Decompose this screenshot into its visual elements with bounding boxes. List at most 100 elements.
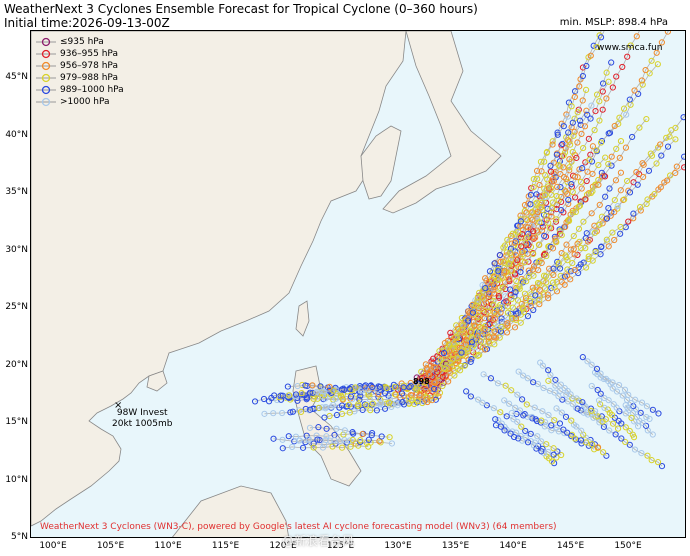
track-point [469,309,476,316]
track-point [597,251,604,258]
track-point [367,407,374,414]
track-point [315,404,322,411]
lon-label: 120°E [269,541,297,551]
track-point [279,392,286,399]
track-point [598,243,605,251]
taiwan [295,300,310,337]
watermark: @新浪看台风 [282,534,355,548]
track-point [664,143,672,150]
track-point [508,387,515,394]
track-point [548,422,555,429]
track-point [681,153,685,160]
track-point [609,379,616,386]
track-point [286,392,293,399]
track-point [530,184,537,191]
track-point [376,383,384,391]
legend-item: ≤935 hPa [36,36,124,48]
track-point [531,404,538,411]
track-point [340,431,347,438]
track-point [655,144,662,151]
track-point [532,292,539,299]
track-point [527,201,534,208]
track-point [407,382,414,390]
track-point [503,413,510,420]
track-point [447,369,454,376]
lon-label: 100°E [39,541,67,551]
track-point [345,401,353,408]
track-point [429,397,436,404]
track-point [587,115,594,122]
track-point [474,293,481,301]
track-point [302,382,309,389]
legend-item: 936–955 hPa [36,48,124,60]
track-point [646,70,653,77]
track-point [541,423,548,430]
track-point [572,194,579,201]
track-point [603,69,610,76]
track-point [543,216,550,223]
track-point [625,218,632,225]
track-point [610,401,617,408]
track-point [555,197,562,204]
track-point [538,417,545,424]
track-point [627,400,635,407]
track-point [672,136,679,143]
track-point [597,390,604,397]
track-point [612,431,619,438]
track-point [514,297,522,304]
track-point [492,422,500,429]
track-point [455,325,462,332]
track-point [523,401,530,408]
track-point [575,269,582,277]
track-point [617,223,624,231]
track-point [305,436,312,443]
track-point [555,393,562,400]
legend-item: 989–1000 hPa [36,84,124,96]
lat-label: 5°N [11,532,28,542]
track-line [324,399,436,418]
track-point [543,149,550,156]
track-point [446,342,453,349]
track-point [639,160,646,167]
track-point [587,189,595,197]
track-point [516,407,524,414]
track-point [346,385,353,392]
track-point [673,163,680,170]
track-point [408,397,415,404]
track-point [522,216,529,223]
track-point [635,90,642,97]
track-point [634,181,641,188]
track-point [458,326,466,333]
track-point [613,388,621,395]
track-point [486,320,493,328]
track-point [611,236,618,244]
track-point [383,384,390,392]
track-point [536,286,543,293]
korea [360,125,402,200]
track-point [523,209,530,216]
track-point [481,296,488,303]
track-point [657,184,664,191]
track-point [516,283,523,290]
track-point [569,260,576,267]
track-point [638,399,646,406]
track-point [468,339,476,346]
lat-label: 40°N [5,129,28,140]
track-point [633,33,640,40]
track-point [490,301,497,309]
track-point [633,168,640,176]
track-point [543,441,550,448]
track-point [545,367,552,374]
track-point [557,184,564,191]
track-point [579,165,586,172]
track-point [386,434,393,441]
track-point [529,216,536,223]
track-point [520,308,528,316]
track-point [377,439,384,446]
track-point [497,409,504,416]
track-point [530,263,538,270]
lon-label: 125°E [326,541,355,551]
track-point [347,393,355,400]
track-point [519,396,526,403]
track-point [352,384,359,391]
